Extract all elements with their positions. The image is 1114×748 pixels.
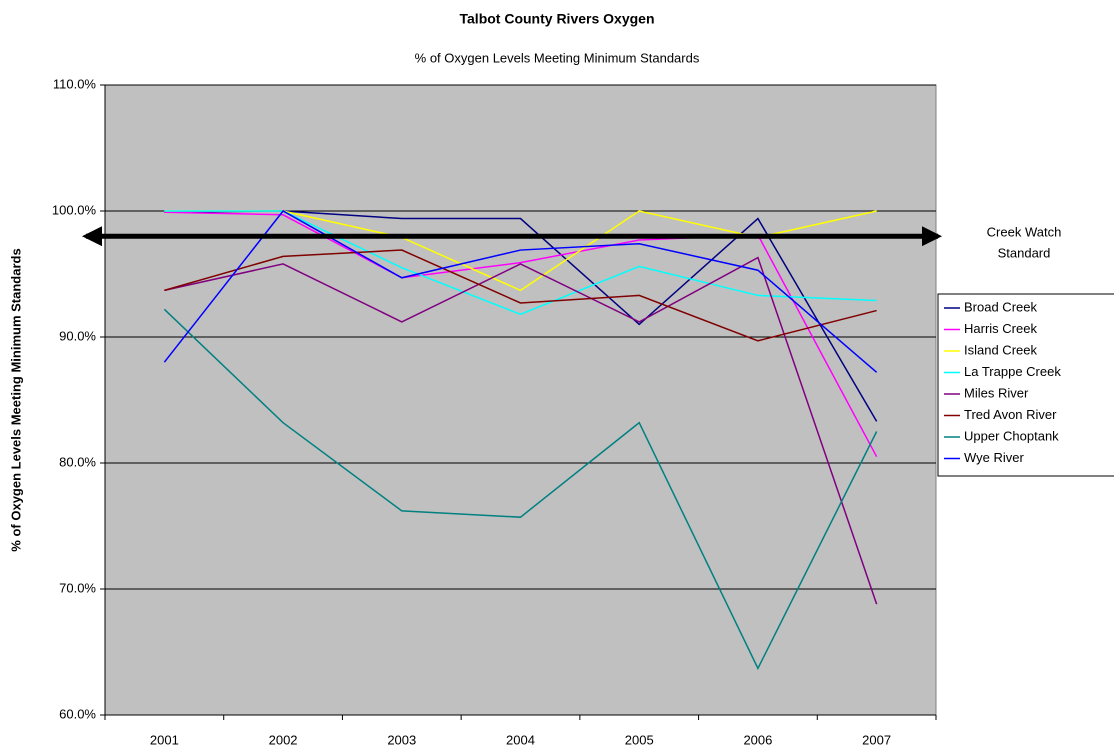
legend-box <box>937 293 1114 477</box>
legend-label: Upper Choptank <box>964 428 1059 443</box>
y-tick-label: 90.0% <box>59 328 96 343</box>
chart-subtitle: % of Oxygen Levels Meeting Minimum Stand… <box>415 50 700 65</box>
series-line <box>164 249 877 342</box>
series-line <box>163 210 878 373</box>
y-axis-label: % of Oxygen Levels Meeting Minimum Stand… <box>8 248 23 551</box>
reference-label: Standard <box>998 245 1051 260</box>
y-tick-label: 100.0% <box>52 202 97 217</box>
series-line <box>164 256 878 605</box>
y-tick-label: 70.0% <box>59 580 96 595</box>
x-tick-label: 2006 <box>743 732 772 747</box>
x-tick-label: 2005 <box>625 732 654 747</box>
x-tick-label: 2001 <box>150 732 179 747</box>
legend-label: Wye River <box>964 450 1025 465</box>
x-tick-label: 2007 <box>862 732 891 747</box>
legend-label: Harris Creek <box>964 321 1037 336</box>
reference-label: Creek Watch <box>987 224 1062 239</box>
legend-label: Miles River <box>964 385 1029 400</box>
legend-label: La Trappe Creek <box>964 364 1061 379</box>
x-tick-label: 2004 <box>506 732 535 747</box>
chart-title: Talbot County Rivers Oxygen <box>460 11 655 27</box>
legend-label: Island Creek <box>964 342 1037 357</box>
legend-label: Tred Avon River <box>964 407 1057 422</box>
y-tick-label: 80.0% <box>59 454 96 469</box>
legend-label: Broad Creek <box>964 299 1037 314</box>
plot-area <box>104 84 937 716</box>
x-tick-label: 2002 <box>269 732 298 747</box>
y-tick-label: 60.0% <box>59 706 96 721</box>
series-line <box>163 308 878 671</box>
y-tick-label: 110.0% <box>53 76 97 91</box>
x-tick-label: 2003 <box>387 732 416 747</box>
